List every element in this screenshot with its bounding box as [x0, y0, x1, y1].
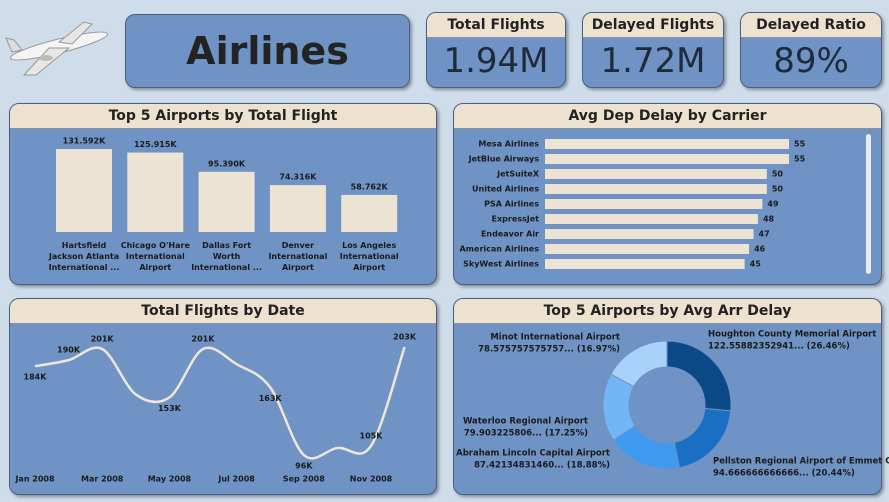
- y-tick-label: JetBlue Airways: [468, 155, 540, 164]
- bar: [545, 229, 754, 239]
- data-label: 131.592K: [63, 137, 106, 146]
- data-label: 46: [754, 245, 766, 254]
- data-label: 96K: [295, 462, 313, 471]
- kpi-card: Delayed Ratio 89%: [740, 12, 882, 88]
- line: [34, 346, 406, 460]
- bar: [56, 149, 112, 232]
- data-label: 74.316K: [279, 173, 317, 182]
- bar: [545, 154, 789, 164]
- x-tick-label: Hartsfield Jackson Atlanta International…: [48, 241, 120, 272]
- data-label: 94.666666666666... (20.44%): [713, 469, 855, 479]
- data-label: 87.42134831460... (18.88%): [474, 461, 610, 471]
- legend-label: Minot International Airport: [490, 333, 620, 343]
- bar: [545, 259, 745, 269]
- kpi-value: 1.94M: [443, 41, 549, 81]
- data-label: 50: [772, 185, 784, 194]
- y-tick-label: United Airlines: [472, 185, 539, 194]
- data-label: 125.915K: [134, 140, 177, 149]
- x-tick-label: Los Angeles International Airport: [339, 241, 399, 272]
- y-tick-label: Endeavor Air: [481, 230, 539, 239]
- dashboard-title: Airlines Delay: [186, 29, 349, 73]
- data-label: 47: [759, 230, 770, 239]
- data-label: 95.390K: [208, 159, 246, 168]
- y-tick-label: JetSuiteX: [496, 170, 540, 179]
- bar: [545, 139, 789, 149]
- chart-title: Top 5 Airports by Avg Arr Delay: [454, 299, 881, 324]
- data-label: 203K: [393, 333, 417, 342]
- legend-label: Houghton County Memorial Airport: [708, 330, 876, 340]
- kpi-value: 1.72M: [600, 41, 706, 81]
- data-label: 50: [772, 170, 784, 179]
- data-label: 79.903225806... (17.25%): [464, 429, 588, 439]
- x-tick-label: Chicago O'Hare International Airport: [120, 241, 190, 272]
- data-label: 58.762K: [351, 182, 389, 191]
- legend-label: Abraham Lincoln Capital Airport: [456, 449, 610, 459]
- chart-title: Avg Dep Delay by Carrier: [454, 104, 881, 129]
- bar: [545, 169, 767, 179]
- kpi-label: Delayed Ratio: [741, 13, 881, 38]
- data-label: 163K: [259, 394, 283, 403]
- chart-title: Total Flights by Date: [10, 299, 436, 324]
- kpi-card: Delayed Flights 1.72M: [582, 12, 724, 88]
- y-tick-label: SkyWest Airlines: [463, 260, 539, 269]
- data-label: 184K: [24, 373, 48, 382]
- kpi-card: Total Flights 1.94M: [426, 12, 566, 88]
- data-label: 48: [763, 215, 775, 224]
- data-label: 190K: [57, 346, 81, 355]
- x-tick-label: Dallas Fort Worth International ...: [191, 241, 262, 272]
- kpi-label: Total Flights: [427, 13, 565, 38]
- x-tick-label: May 2008: [148, 475, 192, 484]
- legend-label: Waterloo Regional Airport: [463, 417, 588, 427]
- x-tick-label: Jul 2008: [217, 475, 255, 484]
- data-label: 122.55882352941... (26.46%): [708, 342, 850, 352]
- bar: [545, 244, 750, 254]
- x-tick-label: Jan 2008: [14, 475, 55, 484]
- y-tick-label: Mesa Airlines: [478, 140, 539, 149]
- chart-panel: Total Flights by Date: [9, 298, 437, 495]
- legend-label: Pellston Regional Airport of Emmet C...: [713, 457, 889, 467]
- kpi-value: 89%: [773, 41, 849, 81]
- x-tick-label: Nov 2008: [350, 475, 393, 484]
- data-label: 201K: [192, 335, 216, 344]
- bar: [545, 184, 767, 194]
- x-tick-label: Mar 2008: [81, 475, 124, 484]
- plane-icon: [5, 21, 109, 76]
- scrollbar[interactable]: [866, 134, 871, 274]
- data-label: 153K: [158, 404, 182, 413]
- y-tick-label: American Airlines: [459, 245, 539, 254]
- kpi-label: Delayed Flights: [583, 13, 723, 38]
- y-tick-label: PSA Airlines: [484, 200, 539, 209]
- data-label: 49: [767, 200, 779, 209]
- x-tick-label: Sep 2008: [283, 475, 325, 484]
- bar: [545, 214, 758, 224]
- donut-slice: [610, 340, 668, 388]
- y-tick-label: ExpressJet: [492, 215, 540, 224]
- bar: [545, 199, 763, 209]
- bar: [341, 194, 398, 232]
- bar: [127, 152, 184, 232]
- data-label: 201K: [91, 335, 115, 344]
- title-card: Airlines Delay: [125, 14, 410, 88]
- data-label: 55: [794, 155, 806, 164]
- data-label: 45: [750, 260, 762, 269]
- data-label: 78.575757575757... (16.97%): [478, 345, 620, 355]
- bar: [198, 171, 255, 232]
- x-tick-label: Denver International Airport: [268, 241, 328, 272]
- bar: [269, 185, 326, 232]
- data-label: 105K: [360, 431, 384, 440]
- data-label: 55: [794, 140, 806, 149]
- chart-title: Top 5 Airports by Total Flight: [10, 104, 436, 129]
